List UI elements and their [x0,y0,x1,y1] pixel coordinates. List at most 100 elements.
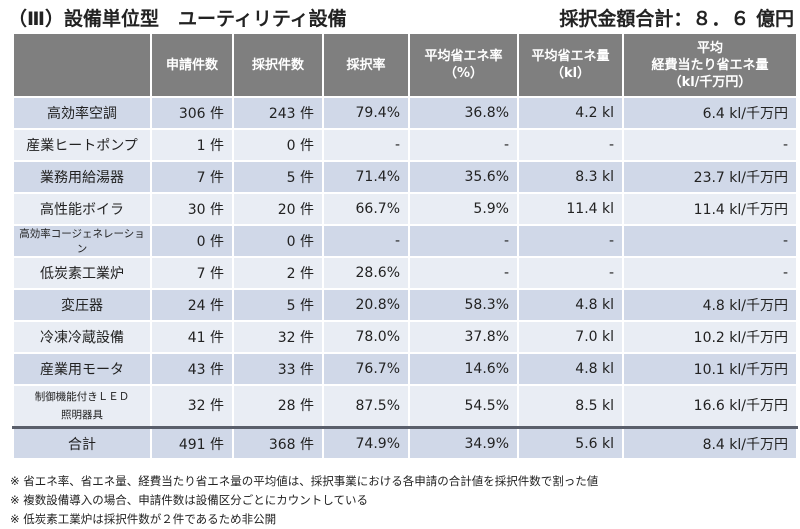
cell-value: 7 件 [150,160,234,194]
cell-value: - [408,224,519,258]
cell-value: 32 件 [150,384,234,429]
cell-value: 0 件 [232,128,324,162]
cell-value: 491 件 [150,426,234,460]
cell-value: 76.7% [322,352,410,386]
results-table: 申請件数 採択件数 採択率 平均省エネ率 （%） 平均省エネ量 （kl） 平均 経費当たり… [12,32,798,460]
cell-value: 78.0% [322,320,410,354]
cell-value: 35.6% [408,160,519,194]
cell-value: 8.4 kl/千万円 [622,426,798,460]
cell-value: 28.6% [322,256,410,290]
table-row: 産業用モータ 43 件 33 件 76.7% 14.6% 4.8 kl 10.1 kl/千万… [12,352,798,386]
row-label: 産業ヒートポンプ [12,128,152,162]
cell-value: 79.4% [322,96,410,130]
cell-value: 58.3% [408,288,519,322]
table-row: 高性能ボイラ 30 件 20 件 66.7% 5.9% 11.4 kl 11.4 kl/千万… [12,192,798,226]
cell-value: 30 件 [150,192,234,226]
cell-value: 20.8% [322,288,410,322]
row-label: 業務用給湯器 [12,160,152,194]
cell-value: 37.8% [408,320,519,354]
row-label: 高性能ボイラ [12,192,152,226]
footnote: ※ 低炭素工業炉は採択件数が２件であるため非公開 [10,512,277,526]
footnote: ※ 複数設備導入の場合、申請件数は設備区分ごとにカウントしている [10,493,368,507]
cell-value: 14.6% [408,352,519,386]
cell-value: 33 件 [232,352,324,386]
cell-value: - [322,224,410,258]
cell-value: 11.4 kl/千万円 [622,192,798,226]
cell-value: 16.6 kl/千万円 [622,384,798,429]
column-header: 平均省エネ量 （kl） [517,32,624,98]
cell-value: 243 件 [232,96,324,130]
cell-value: - [322,128,410,162]
cell-value: 5.9% [408,192,519,226]
cell-value: 7.0 kl [517,320,624,354]
footnote: ※ 省エネ率、省エネ量、経費当たり省エネ量の平均値は、採択事業における各申請の合… [10,474,599,488]
table-row: 制御機能付きＬＥＤ 照明器具 32 件 28 件 87.5% 54.5% 8.5 kl 16… [12,384,798,429]
cell-value: 54.5% [408,384,519,429]
cell-value: 23.7 kl/千万円 [622,160,798,194]
column-header: 採択率 [322,32,410,98]
cell-value: 87.5% [322,384,410,429]
table-row: 合計 491 件 368 件 74.9% 34.9% 5.6 kl 8.4 kl/千万円 [12,426,798,460]
cell-value: - [622,256,798,290]
row-label: 制御機能付きＬＥＤ 照明器具 [12,384,152,429]
cell-value: 32 件 [232,320,324,354]
row-label: 高効率空調 [12,96,152,130]
column-header [12,32,152,98]
total-amount: 採択金額合計：８．６ 億円 [559,8,794,30]
cell-value: 5 件 [232,288,324,322]
cell-value: 36.8% [408,96,519,130]
column-header: 採択件数 [232,32,324,98]
cell-value: 41 件 [150,320,234,354]
cell-value: 7 件 [150,256,234,290]
cell-value: 66.7% [322,192,410,226]
table-row: 冷凍冷蔵設備 41 件 32 件 78.0% 37.8% 7.0 kl 10.2 kl/千万… [12,320,798,354]
footnotes: ※ 省エネ率、省エネ量、経費当たり省エネ量の平均値は、採択事業における各申請の合… [10,472,598,529]
cell-value: 11.4 kl [517,192,624,226]
cell-value: 306 件 [150,96,234,130]
cell-value: 71.4% [322,160,410,194]
row-label: 変圧器 [12,288,152,322]
cell-value: 5 件 [232,160,324,194]
cell-value: - [622,224,798,258]
cell-value: 8.5 kl [517,384,624,429]
cell-value: - [517,224,624,258]
cell-value: 5.6 kl [517,426,624,460]
cell-value: 43 件 [150,352,234,386]
cell-value: 24 件 [150,288,234,322]
cell-value: 4.2 kl [517,96,624,130]
cell-value: 74.9% [322,426,410,460]
cell-value: 2 件 [232,256,324,290]
row-label: 冷凍冷蔵設備 [12,320,152,354]
cell-value: 28 件 [232,384,324,429]
cell-value: 368 件 [232,426,324,460]
cell-value: 6.4 kl/千万円 [622,96,798,130]
cell-value: 10.2 kl/千万円 [622,320,798,354]
row-label: 合計 [12,426,152,460]
cell-value: 0 件 [232,224,324,258]
row-label: 産業用モータ [12,352,152,386]
cell-value: - [408,128,519,162]
cell-value: 20 件 [232,192,324,226]
cell-value: 10.1 kl/千万円 [622,352,798,386]
cell-value: 4.8 kl [517,288,624,322]
cell-value: 4.8 kl/千万円 [622,288,798,322]
cell-value: - [408,256,519,290]
column-header: 平均 経費当たり省エネ量 （kl/千万円） [622,32,798,98]
cell-value: - [517,256,624,290]
cell-value: 4.8 kl [517,352,624,386]
column-header: 申請件数 [150,32,234,98]
column-header: 平均省エネ率 （%） [408,32,519,98]
cell-value: 0 件 [150,224,234,258]
table-header-row: 申請件数 採択件数 採択率 平均省エネ率 （%） 平均省エネ量 （kl） 平均 経費当たり… [12,32,798,98]
cell-value: - [622,128,798,162]
cell-value: 8.3 kl [517,160,624,194]
cell-value: - [517,128,624,162]
table-row: 高効率空調 306 件 243 件 79.4% 36.8% 4.2 kl 6.4 kl/千万… [12,96,798,130]
row-label: 高効率コージェネレーション [12,224,152,258]
page-title: （Ⅲ）設備単位型 ユーティリティ設備 [8,8,347,30]
